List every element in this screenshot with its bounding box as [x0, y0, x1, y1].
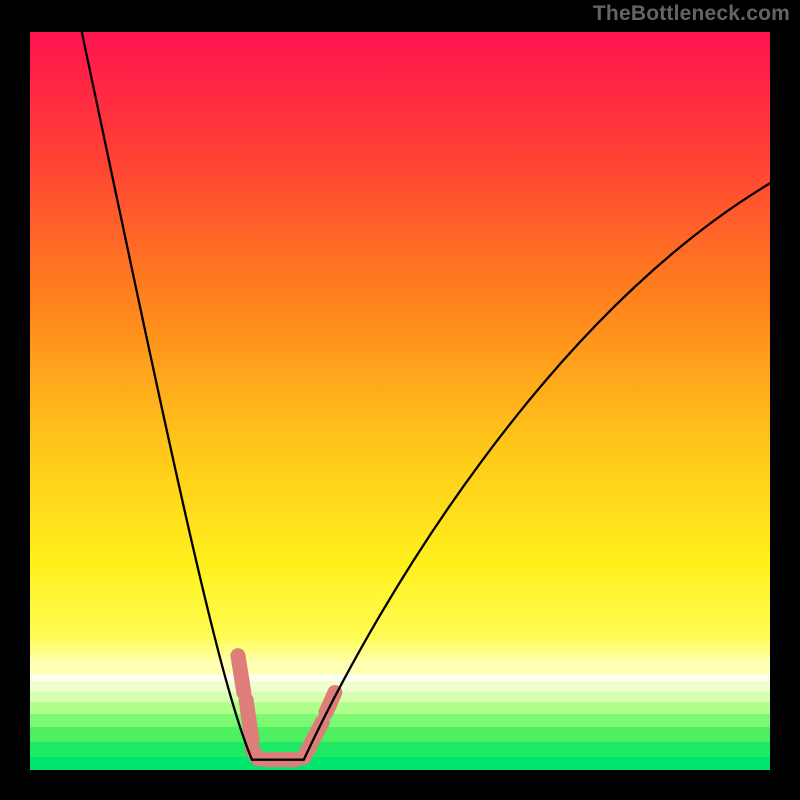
marker-group — [238, 656, 335, 760]
marker-segment — [246, 700, 252, 741]
marker-segment — [252, 749, 258, 759]
chart-stage: TheBottleneck.com — [0, 0, 800, 800]
attribution-text: TheBottleneck.com — [593, 2, 790, 26]
curve-layer — [30, 32, 770, 770]
left-curve — [82, 32, 252, 760]
marker-segment — [238, 656, 244, 693]
right-curve — [304, 183, 770, 759]
plot-area — [30, 32, 770, 770]
